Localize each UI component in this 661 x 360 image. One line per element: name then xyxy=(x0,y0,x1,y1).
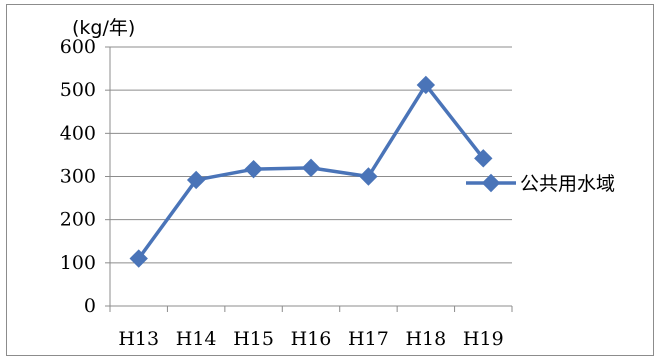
x-tick-label: H14 xyxy=(176,328,217,350)
x-tick-label: H16 xyxy=(291,328,332,350)
x-tick-label: H13 xyxy=(118,328,159,350)
y-tick-label: 500 xyxy=(60,79,96,101)
y-tick-label: 100 xyxy=(60,252,96,274)
axes xyxy=(105,46,513,312)
x-tick-label: H17 xyxy=(348,328,389,350)
x-tick-labels: H13 H14 H15 H16 H17 H18 H19 xyxy=(118,328,503,350)
y-tick-label: 300 xyxy=(60,166,96,188)
data-point-H16 xyxy=(301,158,321,178)
x-tick-label: H19 xyxy=(463,328,504,350)
y-tick-label: 0 xyxy=(84,295,96,317)
chart-frame xyxy=(6,4,654,356)
data-point-H14 xyxy=(186,170,206,190)
x-tick-label: H15 xyxy=(233,328,274,350)
data-point-H18 xyxy=(416,75,436,95)
y-axis-unit-label: (kg/年) xyxy=(72,17,135,39)
y-tick-label: 200 xyxy=(60,209,96,231)
y-tick-label: 400 xyxy=(60,122,96,144)
data-points xyxy=(129,75,493,268)
data-point-H13 xyxy=(129,249,148,268)
gridlines xyxy=(110,46,512,264)
data-point-H17 xyxy=(359,167,378,186)
y-tick-labels: 0 100 200 300 400 500 600 xyxy=(60,36,96,317)
data-point-H19 xyxy=(474,149,493,168)
legend: 公共用水域 xyxy=(466,173,615,195)
data-point-H15 xyxy=(244,159,263,179)
legend-series-name: 公共用水域 xyxy=(520,173,615,195)
y-tick-label: 600 xyxy=(60,36,96,58)
x-tick-label: H18 xyxy=(405,328,446,350)
legend-marker-diamond xyxy=(481,173,501,193)
